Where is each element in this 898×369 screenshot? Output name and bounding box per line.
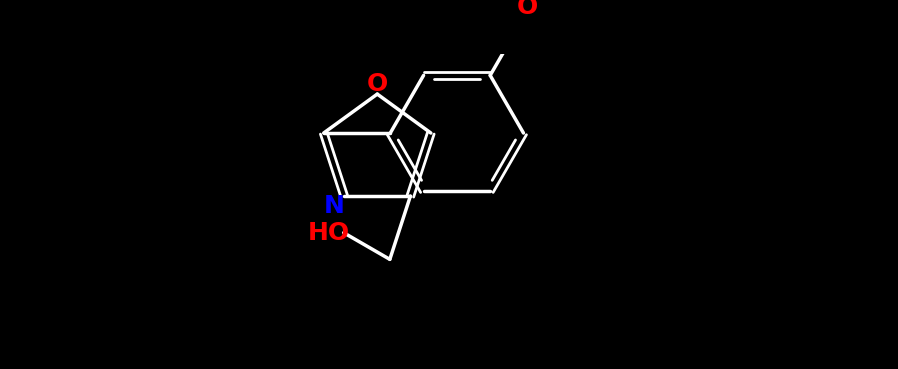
Text: N: N bbox=[323, 194, 344, 218]
Text: O: O bbox=[366, 72, 388, 96]
Text: O: O bbox=[517, 0, 539, 20]
Text: HO: HO bbox=[307, 221, 349, 245]
